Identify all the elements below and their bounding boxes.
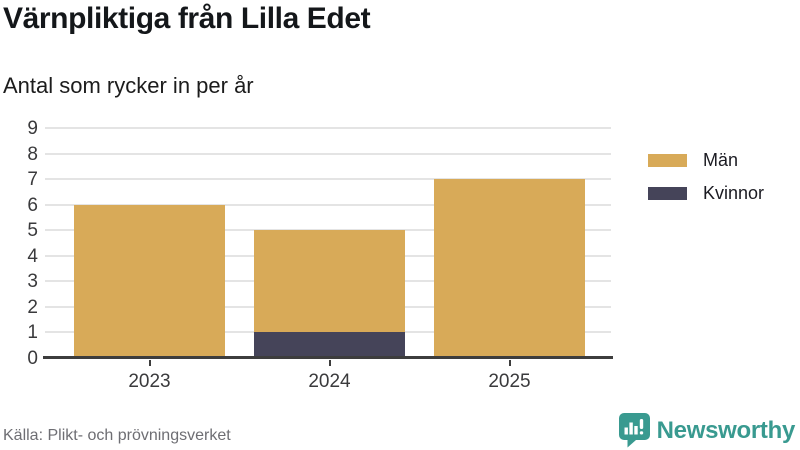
x-axis-label-2023: 2023 [128, 371, 171, 392]
newsworthy-logo-icon [618, 413, 650, 448]
x-axis-label-2024: 2024 [308, 371, 351, 392]
legend-label-kvinnor: Kvinnor [703, 183, 765, 203]
y-axis-label-5: 5 [27, 220, 38, 242]
y-axis-label-3: 3 [27, 271, 38, 293]
gridline-7 [45, 178, 611, 181]
bar-segment-män-2025 [434, 179, 585, 358]
y-axis-label-2: 2 [27, 296, 38, 318]
y-axis-label-0: 0 [27, 348, 38, 369]
x-axis-label-2025: 2025 [488, 371, 531, 392]
x-axis-tick-2023 [148, 360, 151, 366]
y-axis-label-6: 6 [27, 194, 38, 216]
x-axis-line [43, 356, 613, 359]
x-axis-tick-2024 [328, 360, 331, 366]
y-axis-label-1: 1 [27, 322, 38, 344]
legend-swatch-män [648, 154, 687, 167]
bar-segment-kvinnor-2024 [254, 332, 405, 358]
plot-area: 2023 2024 2025 [43, 127, 613, 392]
legend-item-män: Män [648, 150, 764, 171]
gridline-6 [45, 203, 611, 206]
x-axis-tick-2025 [508, 360, 511, 366]
chart-title: Värnpliktiga från Lilla Edet [3, 2, 371, 35]
y-axis-label-4: 4 [27, 245, 38, 267]
newsworthy-logo-text: Newsworthy [656, 416, 796, 444]
gridline-9 [45, 127, 611, 129]
bar-segment-män-2023 [74, 204, 225, 358]
gridline-8 [45, 152, 611, 155]
chart-subtitle: Antal som rycker in per år [3, 73, 254, 98]
source-text: Källa: Plikt- och prövningsverket [3, 427, 231, 444]
y-axis-label-8: 8 [27, 143, 38, 165]
y-axis: 0 1 2 3 4 5 6 7 8 9 [0, 119, 38, 368]
legend-item-kvinnor: Kvinnor [648, 183, 764, 204]
legend: Män Kvinnor [648, 150, 764, 204]
newsworthy-logo[interactable]: Newsworthy [618, 413, 796, 448]
legend-swatch-kvinnor [648, 187, 687, 200]
legend-label-män: Män [703, 150, 739, 170]
y-axis-label-9: 9 [27, 118, 38, 139]
y-axis-label-7: 7 [27, 169, 38, 191]
bar-segment-män-2024 [254, 230, 405, 333]
